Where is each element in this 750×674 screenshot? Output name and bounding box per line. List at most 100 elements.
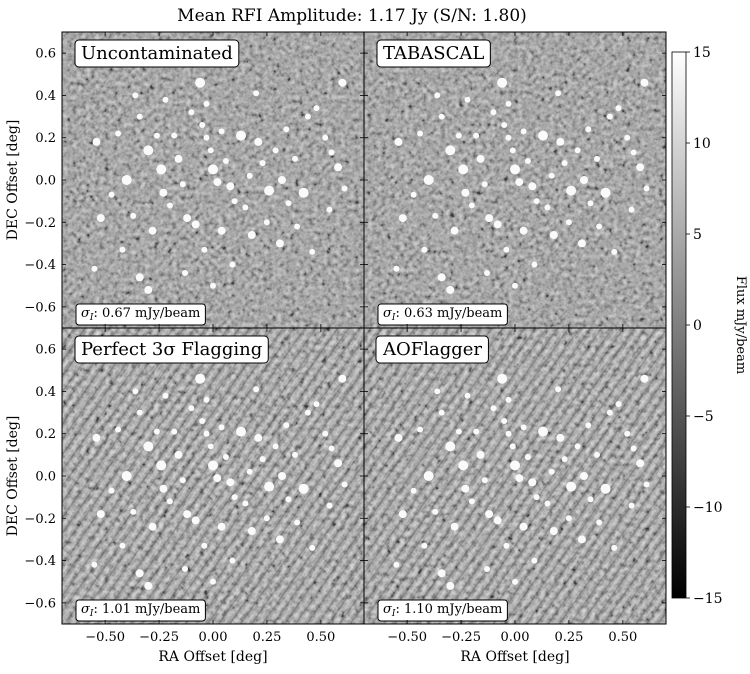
source-point bbox=[587, 496, 594, 503]
source-point bbox=[292, 451, 298, 458]
source-point bbox=[555, 90, 562, 97]
source-point bbox=[278, 472, 286, 480]
source-point bbox=[182, 566, 188, 572]
source-point bbox=[92, 433, 101, 442]
source-point bbox=[455, 132, 462, 139]
source-point bbox=[254, 137, 263, 146]
source-point bbox=[292, 155, 298, 162]
source-point bbox=[253, 386, 260, 393]
y-tick-label: −0.4 bbox=[24, 258, 56, 273]
source-point bbox=[628, 206, 635, 213]
source-point bbox=[577, 239, 586, 248]
panel-sigma-box bbox=[377, 599, 508, 622]
source-point bbox=[121, 471, 132, 481]
figure-title: Mean RFI Amplitude: 1.17 Jy (S/N: 1.80) bbox=[177, 6, 527, 26]
y-tick-label: −0.4 bbox=[24, 554, 56, 569]
source-point bbox=[148, 226, 157, 235]
panels-group: Uncontaminated σI: 0.67 mJy/beam TABASCAL σ… bbox=[61, 31, 667, 625]
x-axis-label: RA Offset [deg] bbox=[460, 649, 569, 665]
panel-1: Uncontaminated σI: 0.67 mJy/beam bbox=[61, 31, 365, 329]
source-point bbox=[143, 145, 154, 156]
source-point bbox=[191, 516, 200, 525]
source-point bbox=[213, 178, 222, 187]
source-point bbox=[304, 113, 311, 120]
source-point bbox=[446, 581, 455, 590]
source-point bbox=[328, 149, 335, 156]
colorbar-tick-label: −5 bbox=[693, 409, 714, 425]
source-point bbox=[208, 460, 218, 471]
source-point bbox=[524, 158, 531, 164]
source-point bbox=[231, 494, 238, 501]
source-point bbox=[263, 515, 270, 522]
source-point bbox=[432, 508, 439, 515]
source-point bbox=[485, 510, 494, 519]
panel-name-label: Perfect 3σ Flagging bbox=[81, 339, 262, 360]
source-point bbox=[510, 460, 520, 471]
colorbar-tick-label: −10 bbox=[693, 500, 723, 516]
source-point bbox=[96, 214, 105, 223]
source-point bbox=[171, 428, 178, 435]
source-point bbox=[135, 273, 144, 282]
source-point bbox=[153, 132, 160, 139]
source-point bbox=[630, 445, 637, 452]
source-point bbox=[548, 468, 555, 475]
source-point bbox=[501, 122, 508, 128]
source-point bbox=[132, 92, 139, 99]
source-point bbox=[611, 544, 618, 551]
source-point bbox=[611, 248, 618, 255]
source-point bbox=[183, 510, 192, 519]
source-point bbox=[222, 158, 229, 164]
source-point bbox=[549, 527, 558, 535]
source-point bbox=[505, 396, 512, 403]
x-tick-label: −0.50 bbox=[85, 630, 125, 645]
source-point bbox=[144, 581, 153, 590]
source-point bbox=[490, 109, 497, 116]
source-point bbox=[174, 450, 183, 459]
source-point bbox=[159, 484, 168, 493]
source-point bbox=[166, 498, 173, 505]
source-point bbox=[624, 430, 631, 437]
y-tick-label: 0.4 bbox=[35, 385, 56, 400]
source-point bbox=[183, 214, 192, 223]
source-point bbox=[217, 522, 226, 531]
source-point bbox=[509, 443, 516, 450]
source-point bbox=[515, 178, 524, 187]
source-point bbox=[283, 422, 290, 429]
source-point bbox=[458, 460, 469, 471]
panel-3: Perfect 3σ Flagging σI: 1.01 mJy/beam bbox=[61, 327, 365, 625]
source-point bbox=[624, 134, 631, 141]
source-point bbox=[520, 424, 527, 431]
source-point bbox=[565, 219, 572, 226]
source-point bbox=[91, 265, 98, 272]
source-point bbox=[298, 483, 309, 494]
source-point bbox=[566, 185, 577, 196]
x-tick-label: 0.00 bbox=[501, 630, 530, 645]
source-point bbox=[188, 405, 195, 412]
panel-noise bbox=[364, 32, 666, 328]
source-point bbox=[213, 474, 222, 483]
panel-name-box bbox=[375, 335, 489, 364]
source-point bbox=[313, 401, 320, 408]
source-point bbox=[218, 128, 225, 135]
source-point bbox=[393, 561, 400, 568]
panel-sigma-box bbox=[75, 599, 206, 622]
source-point bbox=[119, 246, 126, 253]
source-point bbox=[556, 433, 565, 442]
source-point bbox=[203, 430, 210, 437]
source-point bbox=[636, 163, 645, 172]
source-point bbox=[275, 239, 284, 248]
source-point bbox=[199, 418, 206, 424]
source-point bbox=[259, 160, 266, 167]
source-point bbox=[264, 185, 275, 196]
y-tick-label: −0.2 bbox=[24, 512, 56, 527]
source-point bbox=[242, 500, 249, 507]
source-point bbox=[226, 182, 235, 191]
x-tick-label: 0.25 bbox=[252, 630, 281, 645]
source-point bbox=[222, 454, 229, 460]
panel-sigma-label: σI: 0.67 mJy/beam bbox=[81, 306, 200, 323]
x-tick-label: 0.50 bbox=[608, 630, 637, 645]
source-point bbox=[533, 198, 540, 205]
y-tick-label: 0.0 bbox=[35, 470, 56, 485]
source-point bbox=[531, 557, 538, 564]
source-point bbox=[203, 100, 210, 107]
